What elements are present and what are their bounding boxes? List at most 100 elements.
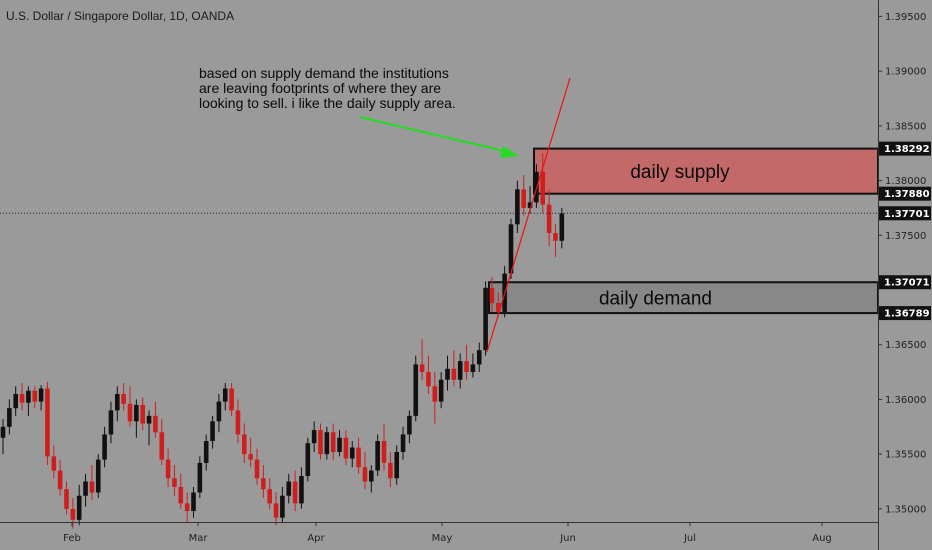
candle-body xyxy=(216,401,222,422)
candle-body xyxy=(222,388,228,402)
candle-body xyxy=(83,481,88,496)
candle-body xyxy=(45,388,50,457)
price-badge-label: 1.37701 xyxy=(884,209,930,220)
x-tick-label: Jun xyxy=(559,533,576,544)
y-tick-label: 1.36000 xyxy=(885,395,926,406)
candle-body xyxy=(121,393,126,404)
price-badge-label: 1.37071 xyxy=(884,278,930,289)
candle-body xyxy=(311,430,317,444)
candle-body xyxy=(235,410,241,435)
candle-body xyxy=(153,415,158,433)
candle-body xyxy=(369,470,374,482)
y-tick-label: 1.38500 xyxy=(885,121,926,132)
price-badge-label: 1.38292 xyxy=(884,144,930,155)
candle-body xyxy=(19,393,25,403)
candle-body xyxy=(26,390,31,403)
candle-body xyxy=(13,393,18,409)
candle-body xyxy=(261,478,266,490)
candle-body xyxy=(388,462,393,479)
candle-body xyxy=(419,364,425,373)
y-tick-label: 1.35500 xyxy=(885,450,926,461)
candle-body xyxy=(102,434,107,460)
candle-body xyxy=(464,361,469,373)
x-tick-label: May xyxy=(432,533,453,544)
candle-body xyxy=(496,303,501,312)
candle-body xyxy=(32,390,38,402)
candle-body xyxy=(267,489,272,504)
candle-body xyxy=(76,495,82,520)
candle-body xyxy=(299,476,304,504)
candle-body xyxy=(172,478,177,487)
candle-body xyxy=(489,287,495,304)
candle-body xyxy=(407,415,412,435)
price-badge-label: 1.36789 xyxy=(884,309,930,320)
candle-body xyxy=(95,459,101,493)
candle-body xyxy=(178,486,184,504)
chart-title: U.S. Dollar / Singapore Dollar, 1D, OAND… xyxy=(6,9,234,23)
y-tick-label: 1.39500 xyxy=(885,12,926,23)
candle-body xyxy=(451,368,457,380)
candle-body xyxy=(242,434,247,455)
candle-body xyxy=(343,437,349,459)
candle-body xyxy=(0,426,6,438)
annotation-arrow-head xyxy=(500,146,519,158)
candle-body xyxy=(140,404,145,424)
candle-body xyxy=(553,233,558,241)
candle-body xyxy=(254,459,260,479)
candle-body xyxy=(38,388,44,402)
demand-zone xyxy=(488,281,879,315)
y-tick-label: 1.35000 xyxy=(885,504,926,515)
candle-body xyxy=(356,447,361,468)
trend-line xyxy=(486,77,571,353)
candle-body xyxy=(445,368,450,380)
y-tick-label: 1.39000 xyxy=(885,67,926,78)
candle-body xyxy=(337,437,342,452)
candle-body xyxy=(165,459,171,479)
candle-body xyxy=(305,443,311,477)
candle-body xyxy=(210,421,215,442)
candle-body xyxy=(413,364,419,416)
candle-body xyxy=(286,481,292,496)
candle-body xyxy=(483,287,488,351)
candle-body xyxy=(476,350,482,365)
candle-body xyxy=(127,403,133,422)
candle-body xyxy=(191,492,196,512)
demand-zone-label: daily demand xyxy=(599,289,712,310)
candle-body xyxy=(349,447,355,459)
overlay-layer: based on supply demand the institutionsa… xyxy=(0,65,878,353)
candle-body xyxy=(330,432,336,452)
candle-body xyxy=(292,481,298,504)
price-badge xyxy=(879,275,931,290)
candle-body xyxy=(64,489,69,509)
supply-zone xyxy=(533,147,879,195)
price-badge xyxy=(879,306,931,321)
candle-body xyxy=(203,441,209,463)
candle-body xyxy=(159,432,165,460)
candle-body xyxy=(229,388,234,411)
annotation-line: are leaving footprints of where they are xyxy=(199,80,441,96)
candle-body xyxy=(70,508,76,520)
price-badge xyxy=(879,206,931,221)
candle-body xyxy=(7,408,12,427)
y-tick-label: 1.38000 xyxy=(885,176,926,187)
candle-body xyxy=(248,454,253,460)
candle-body xyxy=(438,379,444,402)
candle-body xyxy=(400,434,406,452)
y-tick-label: 1.36500 xyxy=(885,340,926,351)
annotation-line: based on supply demand the institutions xyxy=(199,65,449,81)
x-tick-label: Feb xyxy=(63,533,81,544)
candle-body xyxy=(470,364,476,373)
price-badge xyxy=(879,186,931,201)
candle-body xyxy=(527,202,533,208)
candle-body xyxy=(318,430,323,455)
candle-body xyxy=(426,372,431,387)
candle-body xyxy=(89,481,95,493)
candle-body xyxy=(134,404,139,422)
candle-body xyxy=(280,495,285,518)
candle-body xyxy=(394,451,399,479)
candle-body xyxy=(184,503,190,512)
candle-body xyxy=(324,432,330,455)
candle-body xyxy=(375,441,380,471)
candle-body xyxy=(57,470,63,490)
